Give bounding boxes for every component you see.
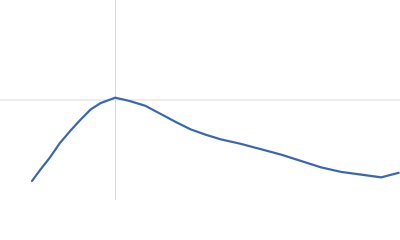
data-line <box>30 96 400 183</box>
chart <box>0 0 400 200</box>
